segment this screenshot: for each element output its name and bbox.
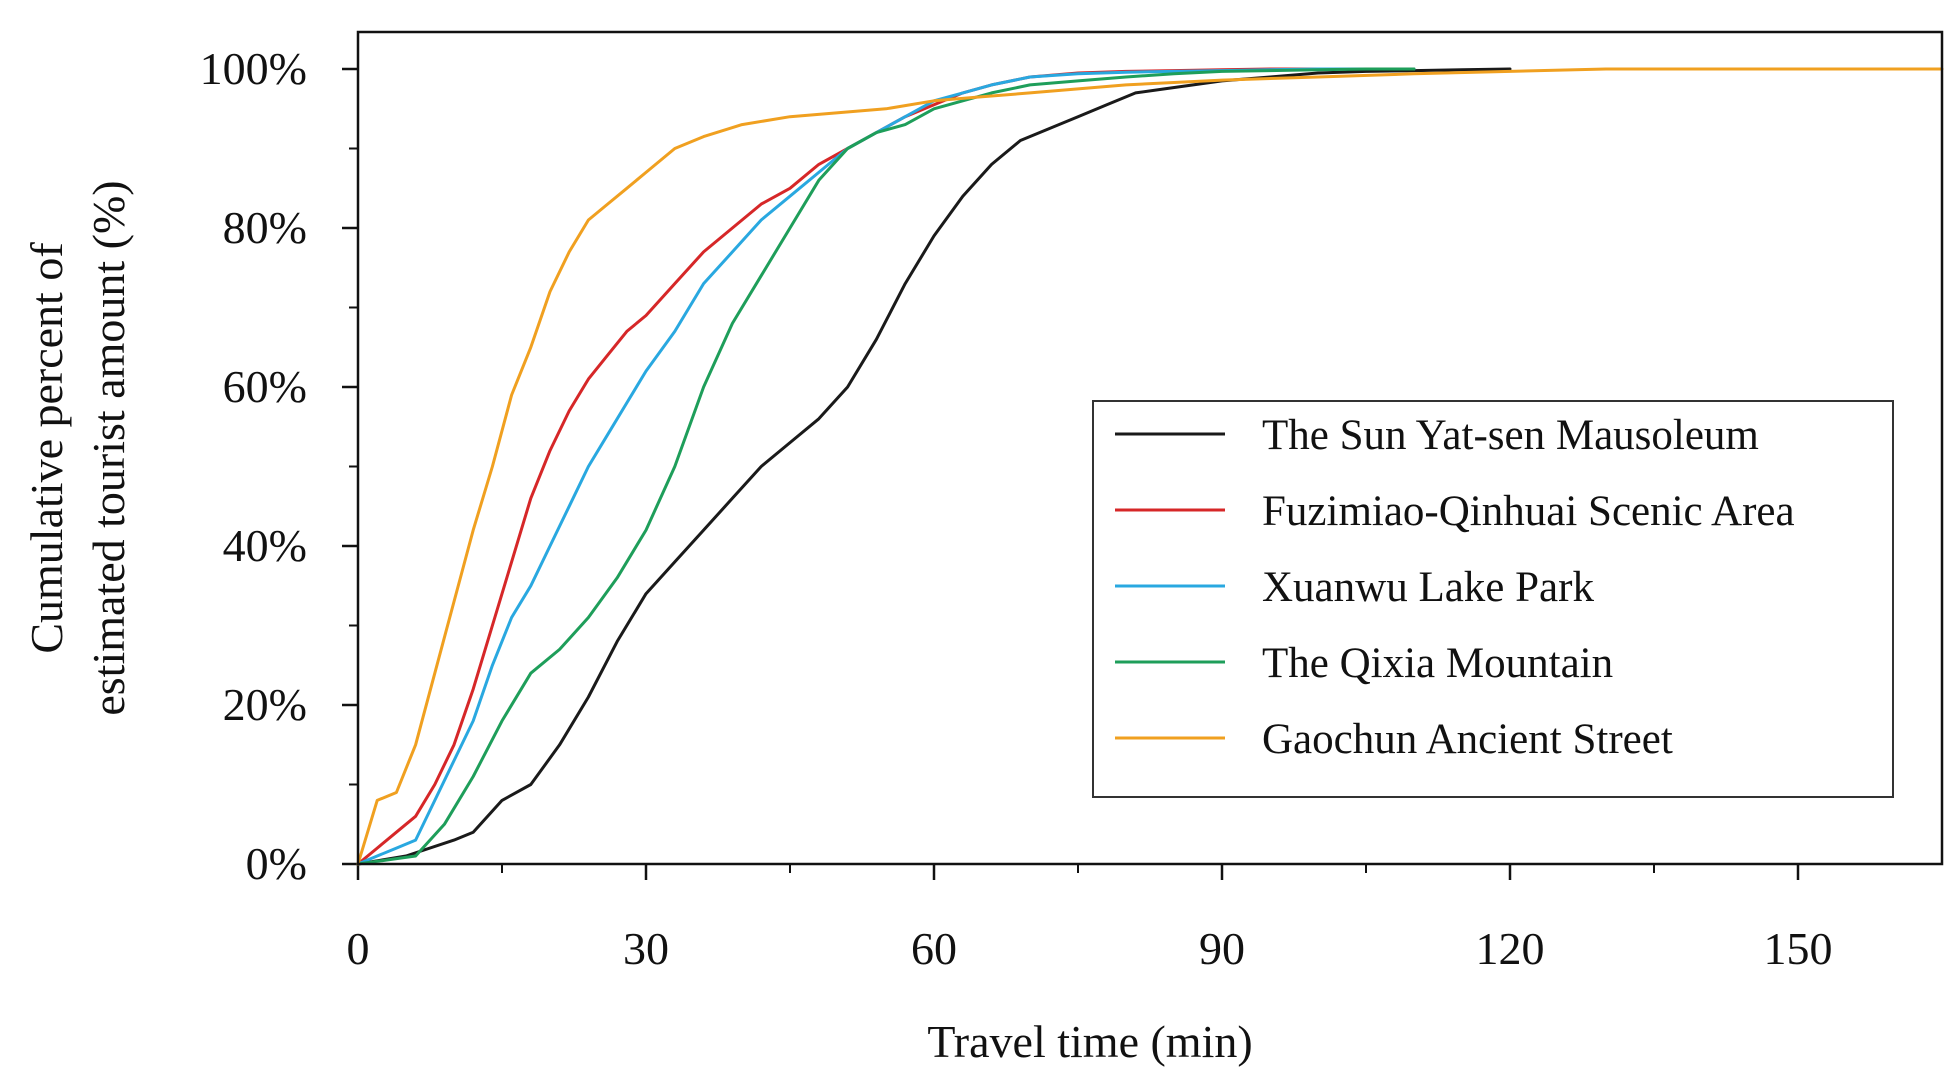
y-tick-label: 80%	[223, 202, 307, 253]
legend-box	[1092, 400, 1894, 798]
legend-label-0: The Sun Yat-sen Mausoleum	[1262, 412, 1759, 459]
legend-label-3: The Qixia Mountain	[1262, 640, 1613, 687]
major-ticks	[342, 67, 1800, 880]
legend: The Sun Yat-sen Mausoleum Fuzimiao-Qinhua…	[1092, 400, 1894, 798]
y-tick-label: 20%	[223, 679, 307, 730]
x-tick-label: 150	[1764, 923, 1833, 974]
legend-label-4: Gaochun Ancient Street	[1262, 716, 1673, 763]
x-axis-title: Travel time (min)	[927, 1016, 1252, 1067]
legend-label-2: Xuanwu Lake Park	[1262, 564, 1594, 611]
legend-label-1: Fuzimiao-Qinhuai Scenic Area	[1262, 488, 1795, 535]
series-lines	[356, 67, 1944, 866]
series-line-2	[356, 67, 1416, 866]
y-tick-label: 0%	[246, 838, 307, 889]
plot-frame	[356, 30, 1944, 866]
y-axis-title-line-1: Cumulative percent of	[21, 242, 72, 654]
x-tick-label: 0	[347, 923, 370, 974]
legend-entries: The Sun Yat-sen Mausoleum Fuzimiao-Qinhua…	[1115, 412, 1795, 763]
x-tick-label: 90	[1199, 923, 1245, 974]
y-tick-label: 100%	[200, 43, 307, 94]
y-axis-title-line-2: estimated tourist amount (%)	[83, 180, 134, 715]
series-line-4	[356, 67, 1944, 866]
series-line-3	[356, 67, 1416, 866]
x-tick-label: 120	[1476, 923, 1545, 974]
x-tick-labels: 0 30 60 90 120 150	[347, 923, 1833, 974]
y-axis-title: Cumulative percent of estimated tourist …	[21, 180, 134, 715]
y-tick-label: 40%	[223, 520, 307, 571]
y-tick-label: 60%	[223, 361, 307, 412]
y-tick-labels: 0% 20% 40% 60% 80% 100%	[200, 43, 307, 889]
minor-ticks	[349, 147, 1655, 873]
x-tick-label: 30	[623, 923, 669, 974]
x-tick-label: 60	[911, 923, 957, 974]
